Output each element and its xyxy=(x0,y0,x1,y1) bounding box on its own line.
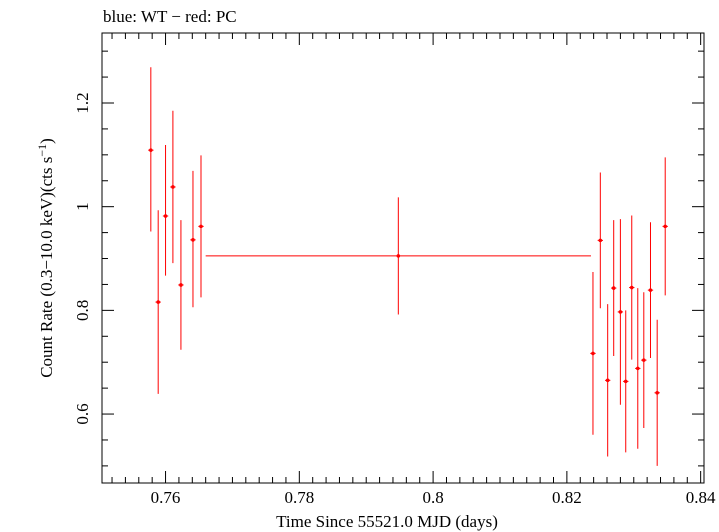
data-marker xyxy=(149,148,153,152)
data-point xyxy=(629,215,635,360)
data-marker xyxy=(623,379,628,384)
plot-frame xyxy=(101,32,705,484)
y-tick-label: 1.2 xyxy=(73,92,92,113)
data-point xyxy=(597,172,603,309)
data-point xyxy=(590,271,596,435)
y-tick-label: 0.6 xyxy=(73,403,92,424)
y-axis-label-exponent: −1 xyxy=(35,144,49,157)
y-tick-label: 1 xyxy=(73,202,92,211)
data-marker xyxy=(179,283,183,287)
data-point xyxy=(155,210,161,394)
data-marker xyxy=(191,238,195,242)
y-axis-label: Count Rate (0.3−10.0 keV)(cts s−1) xyxy=(35,138,56,378)
data-marker xyxy=(655,390,659,395)
data-marker xyxy=(396,254,401,258)
data-point xyxy=(205,197,591,315)
x-axis-ticks: 0.76 0.78 0.8 0.82 0.84 xyxy=(111,33,716,507)
y-axis-label-close: ) xyxy=(37,138,56,144)
data-point xyxy=(617,219,624,405)
data-marker xyxy=(618,310,623,314)
data-marker xyxy=(605,378,610,383)
data-marker xyxy=(663,224,668,229)
data-point xyxy=(190,170,196,308)
data-point xyxy=(611,220,617,356)
data-point xyxy=(641,292,647,429)
data-point xyxy=(647,222,654,359)
data-series-pc xyxy=(148,67,668,466)
y-tick-label: 0.8 xyxy=(73,300,92,321)
x-tick-label: 0.82 xyxy=(552,488,582,507)
data-marker xyxy=(611,286,616,290)
data-marker xyxy=(163,214,168,218)
data-point xyxy=(623,310,629,453)
data-marker xyxy=(171,185,175,189)
data-point xyxy=(162,144,169,276)
data-point xyxy=(605,304,611,457)
y-axis-ticks: 0.6 0.8 1 1.2 xyxy=(73,50,704,467)
data-marker xyxy=(648,288,653,292)
x-tick-label: 0.84 xyxy=(686,488,716,507)
data-point xyxy=(654,319,660,466)
data-marker xyxy=(629,285,634,290)
data-point xyxy=(198,155,204,298)
data-marker xyxy=(156,300,160,304)
data-point xyxy=(635,288,641,449)
x-tick-label: 0.8 xyxy=(422,488,443,507)
x-tick-label: 0.76 xyxy=(151,488,181,507)
data-marker xyxy=(642,358,646,362)
data-point xyxy=(148,67,154,232)
data-point xyxy=(662,157,668,296)
x-axis-label: Time Since 55521.0 MJD (days) xyxy=(276,512,498,531)
chart-title: blue: WT − red: PC xyxy=(103,7,237,26)
data-point xyxy=(178,220,184,350)
data-marker xyxy=(598,238,603,243)
x-tick-label: 0.78 xyxy=(284,488,314,507)
data-marker xyxy=(199,224,203,229)
data-marker xyxy=(591,351,595,356)
y-axis-label-main: Count Rate (0.3−10.0 keV)(cts s xyxy=(37,157,56,378)
data-marker xyxy=(635,366,640,371)
data-point xyxy=(170,110,176,264)
